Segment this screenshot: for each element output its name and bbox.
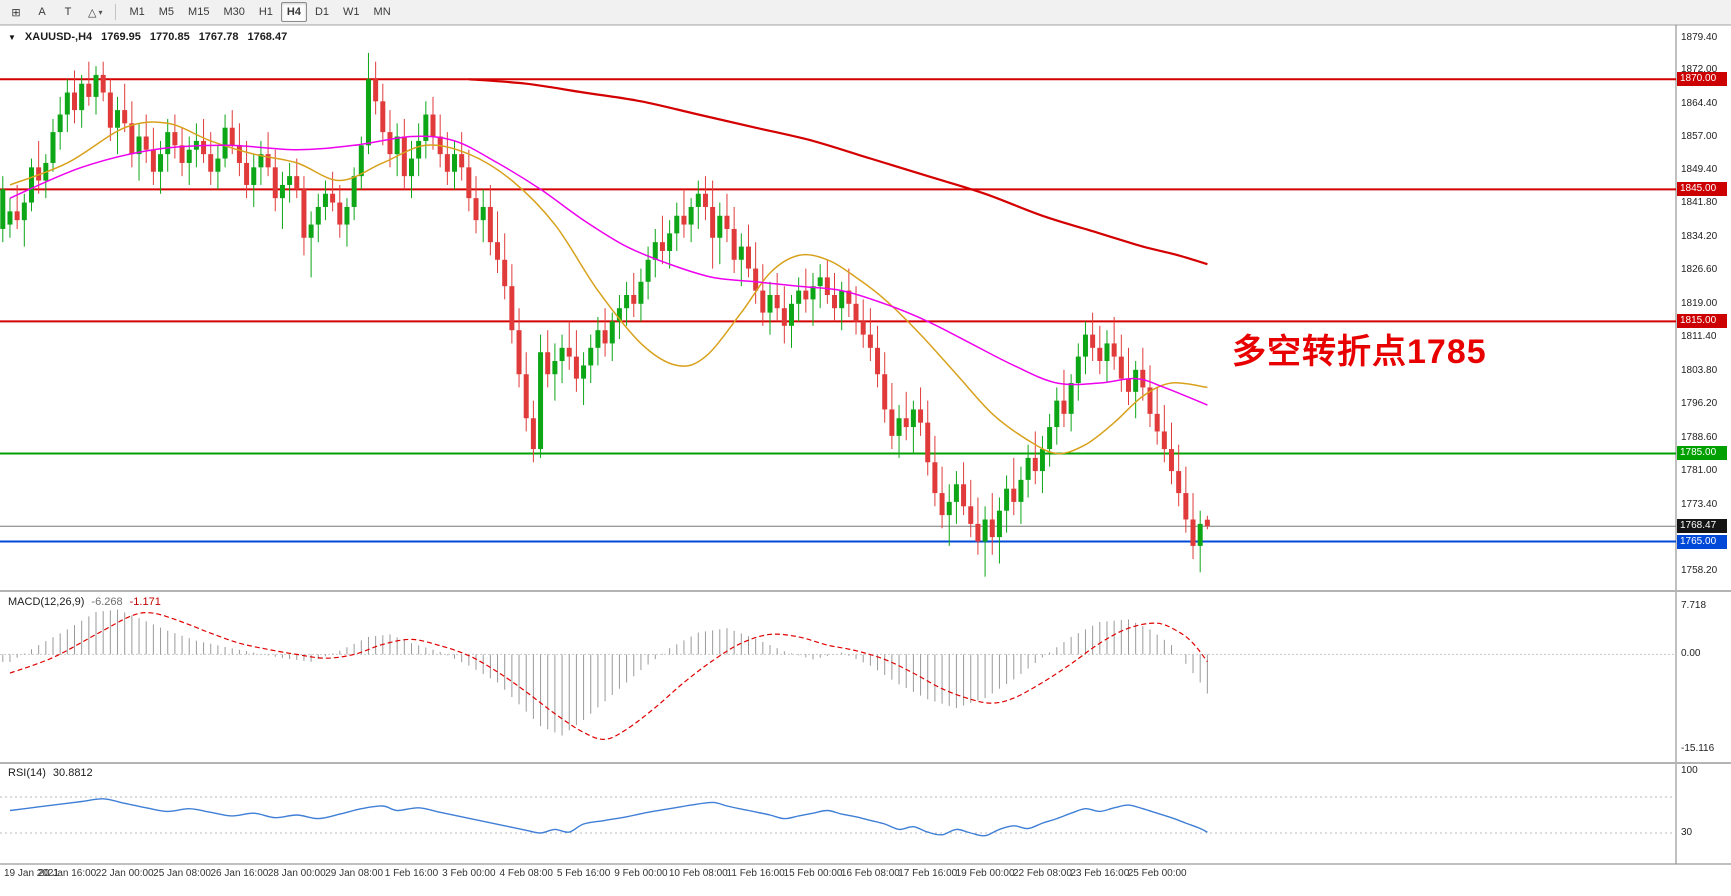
toolbar: ⊞ A T △ ▾ M1 M5 M15 M30 H1 H4 D1 W1 MN xyxy=(0,0,1731,25)
panel-separator[interactable] xyxy=(0,762,1731,764)
tf-button-mn[interactable]: MN xyxy=(373,6,391,18)
price-scale[interactable] xyxy=(1676,25,1731,864)
arrow-tool-button[interactable]: A xyxy=(38,6,46,18)
tf-button-d1[interactable]: D1 xyxy=(314,6,330,18)
symbol-dropdown-icon[interactable]: ▼ xyxy=(8,32,16,42)
rsi-panel[interactable] xyxy=(0,764,1676,864)
tf-button-m15[interactable]: M15 xyxy=(188,6,210,18)
macd-panel[interactable] xyxy=(0,592,1676,762)
timeframe-buttons: M1 M5 M15 M30 H1 H4 D1 W1 MN xyxy=(122,2,397,22)
tf-button-m5[interactable]: M5 xyxy=(158,6,175,18)
tf-button-h1[interactable]: H1 xyxy=(258,6,273,18)
shapes-tool-button[interactable]: △ ▾ xyxy=(88,6,103,19)
chart-plot-area[interactable] xyxy=(0,25,1676,590)
text-tool-button[interactable]: T xyxy=(64,6,72,18)
tf-button-w1[interactable]: W1 xyxy=(343,6,360,18)
panel-separator[interactable] xyxy=(0,590,1731,592)
tool-buttons: ⊞ A T △ ▾ xyxy=(3,2,109,22)
tf-button-m1[interactable]: M1 xyxy=(129,6,145,18)
dropdown-caret-icon: ▾ xyxy=(98,7,103,17)
chart-grid-button[interactable]: ⊞ xyxy=(11,6,21,19)
tf-button-m30[interactable]: M30 xyxy=(223,6,245,18)
time-axis[interactable] xyxy=(0,864,1731,896)
tf-button-h4[interactable]: H4 xyxy=(280,2,307,22)
toolbar-separator xyxy=(115,4,117,20)
